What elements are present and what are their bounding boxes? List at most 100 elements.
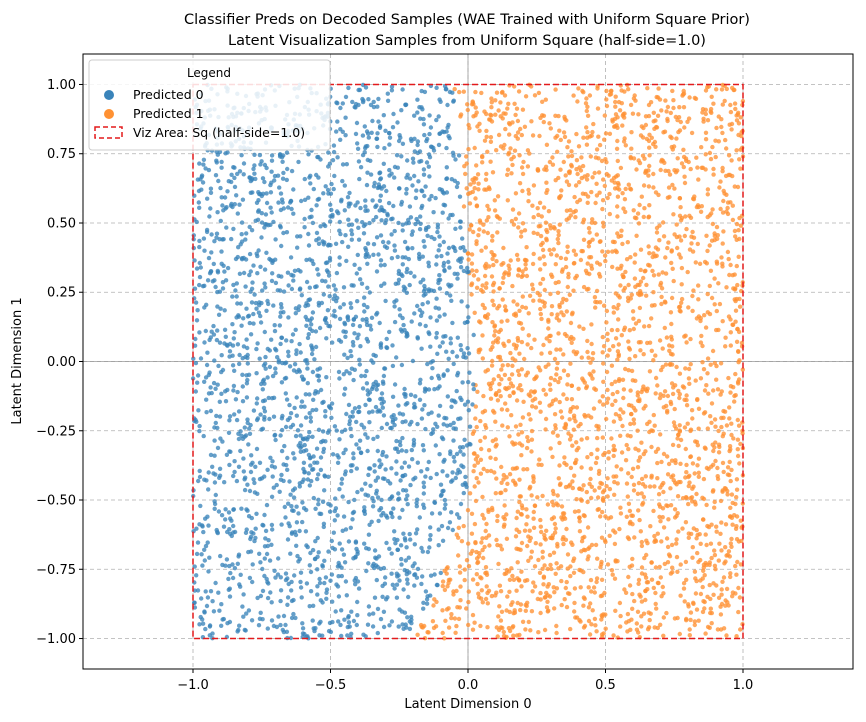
point-predicted-0: [355, 599, 360, 605]
point-predicted-1: [535, 290, 540, 296]
point-predicted-0: [264, 250, 269, 255]
point-predicted-0: [267, 348, 272, 353]
point-predicted-0: [197, 622, 202, 627]
point-predicted-0: [392, 243, 397, 248]
point-predicted-0: [254, 346, 259, 352]
point-predicted-1: [550, 155, 555, 160]
point-predicted-1: [676, 529, 681, 534]
point-predicted-1: [440, 583, 445, 589]
point-predicted-0: [374, 136, 379, 141]
point-predicted-0: [421, 277, 426, 282]
point-predicted-1: [449, 612, 454, 617]
point-predicted-1: [663, 98, 668, 103]
point-predicted-0: [317, 366, 323, 371]
point-predicted-0: [397, 439, 403, 444]
point-predicted-0: [271, 303, 276, 308]
point-predicted-1: [512, 101, 517, 107]
point-predicted-1: [488, 386, 493, 392]
point-predicted-0: [410, 564, 415, 569]
point-predicted-1: [592, 488, 597, 493]
point-predicted-0: [405, 502, 410, 507]
point-predicted-0: [417, 159, 422, 164]
point-predicted-1: [734, 296, 739, 302]
point-predicted-1: [730, 594, 735, 599]
point-predicted-1: [687, 247, 693, 252]
point-predicted-1: [692, 622, 697, 628]
point-predicted-1: [569, 312, 575, 317]
point-predicted-1: [530, 261, 536, 267]
point-predicted-1: [635, 465, 641, 470]
point-predicted-0: [293, 433, 299, 439]
point-predicted-1: [597, 239, 603, 244]
point-predicted-0: [366, 135, 371, 140]
point-predicted-1: [482, 273, 488, 279]
point-predicted-1: [466, 191, 471, 197]
point-predicted-0: [468, 442, 473, 447]
point-predicted-0: [354, 546, 359, 552]
point-predicted-1: [724, 423, 730, 428]
point-predicted-0: [339, 608, 344, 613]
point-predicted-1: [554, 372, 559, 377]
point-predicted-1: [589, 341, 594, 347]
point-predicted-1: [576, 386, 581, 391]
point-predicted-1: [665, 472, 671, 477]
point-predicted-1: [712, 499, 717, 505]
point-predicted-0: [252, 480, 257, 486]
point-predicted-0: [316, 497, 321, 502]
point-predicted-1: [721, 626, 727, 631]
point-predicted-1: [707, 560, 712, 565]
point-predicted-0: [425, 549, 431, 555]
point-predicted-1: [457, 89, 462, 95]
point-predicted-0: [269, 153, 275, 158]
point-predicted-0: [437, 344, 443, 349]
point-predicted-1: [623, 269, 628, 275]
point-predicted-0: [298, 440, 303, 446]
point-predicted-0: [241, 592, 246, 597]
point-predicted-0: [437, 314, 442, 319]
point-predicted-1: [703, 111, 708, 117]
point-predicted-1: [676, 115, 682, 120]
point-predicted-0: [419, 105, 424, 110]
point-predicted-0: [384, 454, 389, 459]
point-predicted-1: [704, 465, 710, 471]
point-predicted-1: [532, 584, 538, 589]
point-predicted-0: [306, 332, 311, 337]
point-predicted-1: [633, 252, 638, 257]
point-predicted-0: [372, 180, 377, 186]
point-predicted-1: [578, 585, 583, 590]
point-predicted-0: [243, 284, 248, 289]
point-predicted-0: [305, 477, 311, 482]
point-predicted-1: [600, 509, 605, 515]
point-predicted-1: [668, 571, 674, 576]
point-predicted-0: [449, 479, 454, 484]
point-predicted-1: [540, 247, 546, 253]
point-predicted-1: [623, 209, 628, 215]
point-predicted-0: [237, 202, 242, 207]
point-predicted-0: [434, 471, 439, 477]
point-predicted-1: [523, 627, 528, 632]
point-predicted-0: [394, 438, 399, 444]
point-predicted-0: [421, 172, 427, 177]
point-predicted-0: [279, 427, 285, 433]
point-predicted-1: [630, 111, 636, 116]
point-predicted-0: [425, 467, 430, 472]
point-predicted-1: [548, 387, 553, 392]
point-predicted-1: [604, 484, 609, 489]
point-predicted-0: [375, 131, 380, 136]
point-predicted-1: [638, 267, 643, 273]
point-predicted-1: [708, 362, 713, 367]
point-predicted-1: [703, 532, 708, 537]
point-predicted-0: [272, 568, 277, 573]
point-predicted-1: [605, 387, 610, 393]
point-predicted-0: [407, 626, 413, 632]
point-predicted-0: [385, 98, 391, 104]
point-predicted-1: [507, 434, 512, 439]
point-predicted-0: [305, 366, 310, 371]
point-predicted-0: [407, 282, 412, 288]
point-predicted-1: [471, 114, 476, 119]
point-predicted-0: [208, 190, 214, 195]
point-predicted-1: [642, 572, 648, 577]
point-predicted-1: [479, 90, 484, 96]
point-predicted-0: [279, 335, 285, 340]
point-predicted-0: [232, 469, 237, 475]
